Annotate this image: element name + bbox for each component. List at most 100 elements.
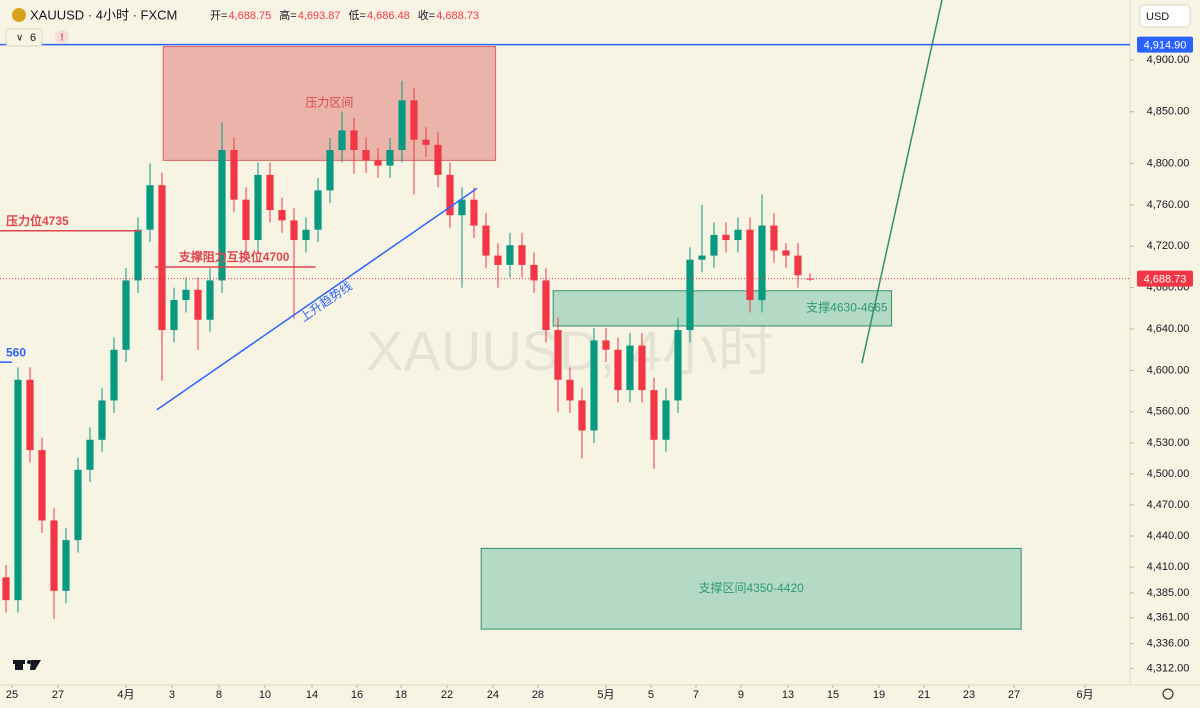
candle-body xyxy=(686,259,694,331)
candle-body xyxy=(590,340,598,431)
candle-body xyxy=(98,400,106,440)
y-tick-label: 4,800.00 xyxy=(1147,157,1190,169)
indicator-toggle[interactable] xyxy=(5,28,43,47)
candle-body xyxy=(410,100,418,140)
trend-line xyxy=(156,187,478,411)
candle-body xyxy=(770,225,778,251)
currency-select[interactable] xyxy=(1139,4,1191,28)
ohlc-key: 开= xyxy=(210,10,227,22)
y-tick-label: 4,530.00 xyxy=(1147,437,1190,449)
zone-label: 压力区间 xyxy=(305,96,353,110)
x-tick-label: 27 xyxy=(52,689,64,701)
x-tick-label: 3 xyxy=(169,689,175,701)
candle-body xyxy=(86,439,94,470)
currency: USD xyxy=(1146,11,1169,23)
logo-part xyxy=(15,660,23,670)
candle-body xyxy=(602,340,610,350)
candle-body xyxy=(614,349,622,391)
candle-body xyxy=(2,577,10,601)
candle-body xyxy=(362,150,370,161)
alert-icon[interactable] xyxy=(55,30,69,44)
x-tick-label: 22 xyxy=(441,689,453,701)
candle-body xyxy=(470,199,478,226)
y-tick-label: 4,500.00 xyxy=(1147,468,1190,480)
x-tick-label: 9 xyxy=(738,689,744,701)
price-tag xyxy=(1137,36,1193,53)
y-tick-label: 4,560.00 xyxy=(1147,406,1190,418)
ohlc-value: 4,693.87 xyxy=(298,10,341,22)
alert-mark: ! xyxy=(60,33,63,44)
candle-body xyxy=(350,130,358,151)
candle-body xyxy=(326,150,334,191)
price-tag xyxy=(1137,270,1193,287)
x-tick-label: 25 xyxy=(6,689,18,701)
candle-body xyxy=(182,289,190,301)
tv-logo xyxy=(13,660,41,670)
y-tick-label: 4,440.00 xyxy=(1147,530,1190,542)
candle-body xyxy=(650,390,658,440)
settings-icon[interactable] xyxy=(1162,688,1174,700)
candle-body xyxy=(518,245,526,265)
candle-body xyxy=(158,185,166,331)
candle-body xyxy=(14,379,22,601)
candle-body xyxy=(302,229,310,241)
candle-body xyxy=(734,229,742,241)
candle-body xyxy=(446,174,454,216)
y-tick-label: 4,410.00 xyxy=(1147,561,1190,573)
candle-body xyxy=(758,225,766,301)
ohlc-value: 4,688.73 xyxy=(436,10,479,22)
x-tick-label: 16 xyxy=(351,689,363,701)
ohlc-key: 低= xyxy=(349,9,366,22)
candle-body xyxy=(314,190,322,230)
candle-body xyxy=(722,234,730,241)
candle-body xyxy=(506,245,514,265)
logo-part xyxy=(27,660,31,664)
candle-body xyxy=(746,229,754,301)
zone-label: 支撑区间4350-4420 xyxy=(698,580,804,595)
candle-body xyxy=(794,255,802,276)
y-tick-label: 4,720.00 xyxy=(1147,240,1190,252)
candle-body xyxy=(110,349,118,401)
price-tag-label: 4,688.73 xyxy=(1144,274,1187,286)
candle-body xyxy=(338,130,346,151)
candle-body xyxy=(374,160,382,166)
candle-body xyxy=(50,520,58,591)
y-tick-label: 4,600.00 xyxy=(1147,364,1190,376)
candle-body xyxy=(554,330,562,380)
candle-body xyxy=(806,278,814,280)
indicator-arrow: ∨ xyxy=(16,33,23,44)
candle-body xyxy=(122,280,130,350)
x-tick-label: 28 xyxy=(532,689,544,701)
x-tick-label: 14 xyxy=(306,689,318,701)
price-tag-label: 4,914.90 xyxy=(1144,40,1187,52)
zone xyxy=(480,547,1022,630)
candle-body xyxy=(434,144,442,175)
candle-body xyxy=(566,379,574,401)
x-tick-label: 21 xyxy=(918,689,930,701)
y-tick-label: 4,640.00 xyxy=(1147,323,1190,335)
candle-body xyxy=(398,100,406,151)
candle-body xyxy=(458,199,466,216)
trend-line xyxy=(861,0,943,364)
level-label: 支撑阻力互换位4700 xyxy=(178,249,290,264)
level-label: 压力位4735 xyxy=(6,213,69,228)
y-tick-label: 4,385.00 xyxy=(1147,587,1190,599)
x-tick-label: 8 xyxy=(216,689,222,701)
x-tick-label: 15 xyxy=(827,689,839,701)
candle-body xyxy=(170,300,178,331)
candle-body xyxy=(626,345,634,391)
candle-body xyxy=(62,540,70,591)
x-tick-label: 18 xyxy=(395,689,407,701)
candle-body xyxy=(146,185,154,230)
y-tick-label: 4,336.00 xyxy=(1147,638,1190,650)
x-tick-label: 13 xyxy=(782,689,794,701)
candle-body xyxy=(782,250,790,256)
candle-body xyxy=(278,210,286,221)
symbol-title: XAUUSD · 4小时 · FXCM xyxy=(30,7,177,22)
x-tick-label: 4月 xyxy=(117,689,134,701)
candle-body xyxy=(482,225,490,256)
candle-body xyxy=(542,280,550,331)
candle-body xyxy=(710,234,718,256)
candle-body xyxy=(698,255,706,260)
x-tick-label: 7 xyxy=(693,689,699,701)
